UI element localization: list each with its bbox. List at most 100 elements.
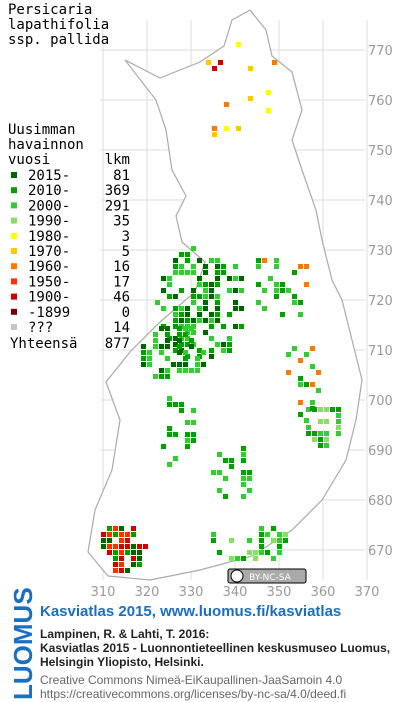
square <box>173 336 178 341</box>
square <box>212 132 217 137</box>
square <box>177 362 182 367</box>
square <box>155 300 160 305</box>
square <box>167 432 172 437</box>
square <box>221 264 226 269</box>
license-text: Creative Commons Nimeä-EiKaupallinen-Jaa… <box>40 673 342 687</box>
square <box>227 336 232 341</box>
square <box>206 60 211 65</box>
square <box>119 538 124 543</box>
square <box>324 443 329 448</box>
legend-header: vuosi <box>8 152 50 168</box>
square <box>217 470 222 475</box>
square <box>233 306 238 311</box>
square <box>286 370 291 375</box>
x-tick-label: 340 <box>223 585 248 600</box>
title: Persicaria lapathifolia ssp. pallida <box>8 2 109 48</box>
square <box>101 544 106 549</box>
square <box>253 550 258 555</box>
square <box>306 407 311 412</box>
square <box>223 494 228 499</box>
square <box>147 362 152 367</box>
square <box>191 432 196 437</box>
square <box>173 264 178 269</box>
square <box>197 306 202 311</box>
square <box>185 420 190 425</box>
square <box>177 332 182 337</box>
square <box>131 532 136 537</box>
square <box>247 470 252 475</box>
x-tick-label: 330 <box>179 585 204 600</box>
square <box>191 438 196 443</box>
square <box>167 426 172 431</box>
square <box>101 538 106 543</box>
legend-count: 16 <box>113 259 130 275</box>
legend-swatch <box>11 278 17 285</box>
citation: Kasviatlas 2015 - Luonnontieteellinen ke… <box>40 641 390 655</box>
square <box>113 568 118 573</box>
square <box>318 431 323 436</box>
square <box>203 300 208 305</box>
legend-total: 877 <box>105 336 130 352</box>
square <box>179 264 184 269</box>
legend-swatch <box>11 187 17 194</box>
square <box>274 294 279 299</box>
square <box>165 332 170 337</box>
square <box>215 264 220 269</box>
square <box>223 458 228 463</box>
legend-header: lkm <box>105 152 130 168</box>
square <box>247 476 252 481</box>
square <box>197 276 202 281</box>
y-tick-label: 740 <box>368 194 393 209</box>
square <box>229 538 234 543</box>
square <box>224 126 229 131</box>
title-line: lapathifolia <box>8 17 109 33</box>
square <box>298 358 303 363</box>
square <box>239 306 244 311</box>
square <box>241 470 246 475</box>
legend-label: 1950- <box>28 274 70 290</box>
square <box>143 544 148 549</box>
legend-count: 46 <box>113 290 130 306</box>
square <box>217 488 222 493</box>
square <box>292 346 297 351</box>
square <box>113 532 118 537</box>
square <box>277 544 282 549</box>
square <box>183 326 188 331</box>
square <box>203 294 208 299</box>
square <box>218 60 223 65</box>
square <box>107 550 112 555</box>
square <box>324 407 329 412</box>
square <box>280 282 285 287</box>
square <box>131 562 136 567</box>
square <box>165 344 170 349</box>
square <box>227 342 232 347</box>
square <box>173 324 178 329</box>
legend-label: 1960- <box>28 259 70 275</box>
square <box>227 276 232 281</box>
square <box>215 318 220 323</box>
title-line: ssp. pallida <box>8 32 109 48</box>
square <box>241 452 246 457</box>
square <box>247 550 252 555</box>
square <box>316 370 321 375</box>
square <box>268 276 273 281</box>
square <box>179 252 184 257</box>
square <box>211 538 216 543</box>
square <box>159 344 164 349</box>
square <box>253 556 258 561</box>
square <box>131 556 136 561</box>
square <box>310 364 315 369</box>
square <box>185 252 190 257</box>
square <box>119 550 124 555</box>
square <box>183 368 188 373</box>
legend-count: 3 <box>122 229 130 245</box>
square <box>153 374 158 379</box>
square <box>247 538 252 543</box>
y-tick-label: 690 <box>368 444 393 459</box>
square <box>147 350 152 355</box>
legend-swatch <box>11 217 17 224</box>
square <box>165 368 170 373</box>
square <box>262 258 267 263</box>
square <box>185 438 190 443</box>
